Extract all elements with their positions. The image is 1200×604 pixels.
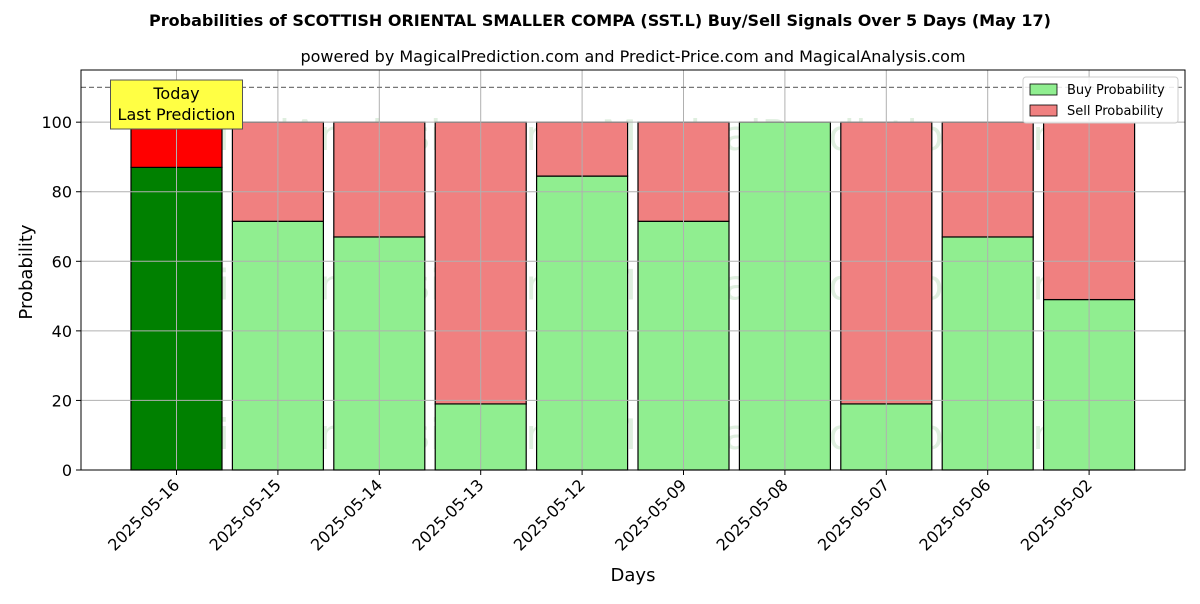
y-tick-label: 80 — [52, 183, 72, 202]
x-tick-label: 2025-05-13 — [408, 475, 487, 554]
x-tick-label: 2025-05-07 — [814, 475, 893, 554]
x-tick-label: 2025-05-14 — [307, 475, 386, 554]
x-tick-label: 2025-05-02 — [1017, 475, 1096, 554]
x-tick-label: 2025-05-06 — [915, 475, 994, 554]
x-tick-label: 2025-05-09 — [611, 475, 690, 554]
today-annotation-text: Last Prediction — [118, 105, 236, 124]
y-axis-label: Probability — [16, 224, 37, 319]
legend-label: Buy Probability — [1067, 83, 1165, 98]
plot-frame — [80, 69, 1186, 471]
y-tick-label: 40 — [52, 322, 72, 341]
chart-title: Probabilities of SCOTTISH ORIENTAL SMALL… — [149, 11, 1051, 30]
legend-swatch — [1029, 83, 1058, 96]
y-tick-label: 100 — [41, 113, 72, 132]
x-tick-label: 2025-05-15 — [206, 475, 285, 554]
today-annotation-box — [110, 79, 243, 130]
y-tick-label: 20 — [52, 391, 72, 410]
y-tick-label: 0 — [62, 461, 72, 480]
y-tick-label: 60 — [52, 252, 72, 271]
legend-swatch — [1029, 104, 1058, 117]
x-tick-label: 2025-05-16 — [104, 475, 183, 554]
plot-area: MagicalAnalysis.comMagicalPrediction.com… — [41, 69, 1186, 555]
legend-box — [1022, 76, 1179, 124]
chart-subtitle: powered by MagicalPrediction.com and Pre… — [300, 47, 965, 66]
x-axis-label: Days — [611, 565, 656, 586]
x-tick-label: 2025-05-12 — [510, 475, 589, 554]
x-tick-label: 2025-05-08 — [713, 475, 792, 554]
legend-label: Sell Probability — [1067, 104, 1164, 119]
today-annotation-text: Today — [152, 84, 199, 103]
